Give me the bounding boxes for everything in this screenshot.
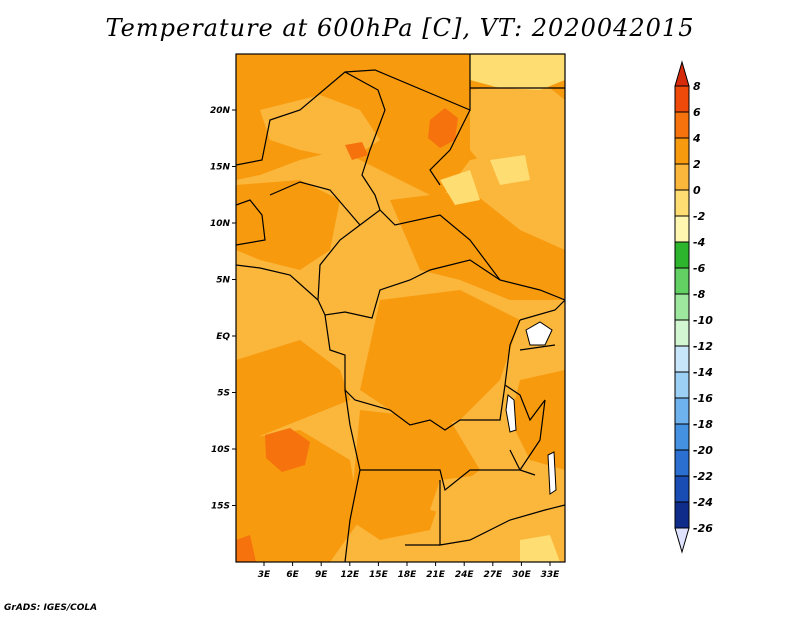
colorbar-swatch bbox=[674, 319, 690, 347]
colorbar-label: 6 bbox=[693, 106, 701, 119]
colorbar-label: 2 bbox=[693, 158, 701, 171]
lon-label: 30E bbox=[512, 570, 532, 580]
lat-label: 15N bbox=[210, 163, 231, 173]
colorbar-swatch bbox=[674, 475, 690, 503]
lat-label: 10N bbox=[210, 219, 231, 229]
colorbar-label: -10 bbox=[693, 314, 713, 327]
lon-label: 33E bbox=[541, 570, 561, 580]
colorbar-swatch bbox=[674, 267, 690, 295]
lat-label: 5S bbox=[217, 389, 230, 399]
colorbar-swatch bbox=[674, 397, 690, 425]
lon-label: 9E bbox=[315, 570, 328, 580]
lon-label: 18E bbox=[398, 570, 418, 580]
colorbar-swatch bbox=[674, 449, 690, 477]
colorbar-label: -4 bbox=[693, 236, 705, 249]
colorbar-label: -6 bbox=[693, 262, 706, 275]
colorbar-label: -12 bbox=[693, 340, 713, 353]
colorbar-bottom-arrow bbox=[674, 527, 690, 554]
chart-title: Temperature at 600hPa [C], VT: 202004201… bbox=[105, 14, 695, 42]
colorbar-label: 4 bbox=[692, 132, 701, 145]
colorbar-label: -26 bbox=[693, 522, 713, 535]
lon-label: 15E bbox=[369, 570, 389, 580]
colorbar-label: -2 bbox=[693, 210, 706, 223]
lon-label: 3E bbox=[258, 570, 271, 580]
map-frame bbox=[235, 53, 566, 563]
grads-credit: GrADS: IGES/COLA bbox=[4, 603, 98, 613]
colorbar-swatch bbox=[674, 85, 690, 113]
lat-label: EQ bbox=[216, 332, 230, 342]
lon-label: 12E bbox=[340, 570, 360, 580]
colorbar-swatch bbox=[674, 501, 690, 529]
colorbar-label: 0 bbox=[693, 184, 701, 197]
lat-label: 15S bbox=[211, 502, 230, 512]
colorbar-swatch bbox=[674, 215, 690, 243]
lat-label: 10S bbox=[211, 445, 230, 455]
longitude-axis: 3E 6E 9E 12E 15E 18E 21E 24E 27E 30E 33E bbox=[258, 562, 560, 580]
colorbar-label: -22 bbox=[693, 470, 713, 483]
colorbar-label: -16 bbox=[693, 392, 713, 405]
lon-label: 6E bbox=[286, 570, 299, 580]
colorbar-label: 8 bbox=[693, 80, 701, 93]
colorbar-label: -14 bbox=[693, 366, 713, 379]
colorbar-swatch bbox=[674, 423, 690, 451]
colorbar-swatch bbox=[674, 163, 690, 191]
lon-label: 27E bbox=[483, 570, 503, 580]
colorbar-swatch bbox=[674, 189, 690, 217]
lon-label: 21E bbox=[426, 570, 446, 580]
lakes bbox=[505, 321, 557, 495]
colorbar-swatch bbox=[674, 137, 690, 165]
temperature-field bbox=[236, 54, 565, 562]
colorbar-swatch bbox=[674, 345, 690, 373]
country-borders bbox=[236, 54, 565, 562]
colorbar: 8 6 4 2 0 -2 -4 -6 -8 -10 -12 -14 -16 -18 -20 -22 -24 -26 bbox=[674, 60, 713, 554]
latitude-axis: 20N 15N 10N 5N EQ 5S 10S 15S bbox=[210, 106, 236, 512]
colorbar-label: -24 bbox=[693, 496, 713, 509]
lat-label: 20N bbox=[210, 106, 231, 116]
colorbar-swatch bbox=[674, 111, 690, 139]
colorbar-swatch bbox=[674, 241, 690, 269]
lat-label: 5N bbox=[216, 276, 230, 286]
colorbar-label: -20 bbox=[693, 444, 713, 457]
colorbar-label: -8 bbox=[693, 288, 706, 301]
colorbar-label: -18 bbox=[693, 418, 713, 431]
colorbar-swatch bbox=[674, 371, 690, 399]
colorbar-swatch bbox=[674, 293, 690, 321]
colorbar-top-arrow bbox=[674, 60, 690, 87]
lon-label: 24E bbox=[455, 570, 475, 580]
